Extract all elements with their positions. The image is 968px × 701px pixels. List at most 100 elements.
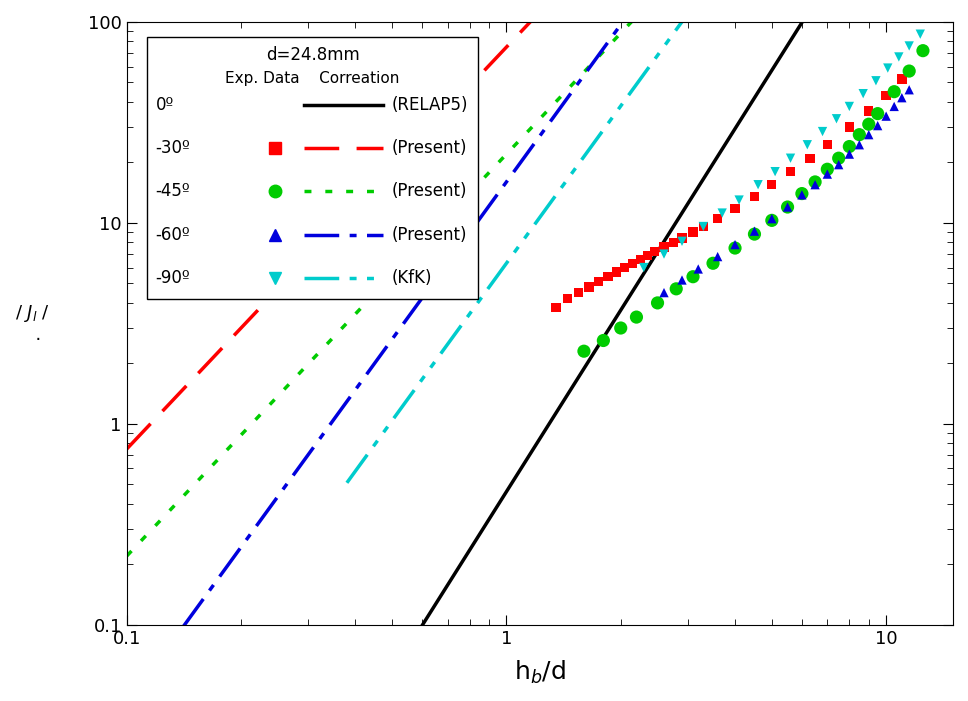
Point: [595, 335, 611, 346]
Point: [794, 189, 809, 200]
Point: [764, 213, 779, 224]
Point: [783, 153, 799, 164]
Point: [868, 75, 884, 86]
Point: [710, 251, 725, 262]
Point: [820, 139, 835, 150]
Point: [576, 346, 591, 357]
Point: [656, 287, 672, 298]
Point: [829, 113, 844, 124]
Point: [571, 287, 587, 298]
Point: [706, 258, 721, 269]
Point: [669, 283, 684, 294]
Text: -45º: -45º: [156, 182, 191, 200]
Point: [690, 264, 706, 275]
Point: [794, 188, 809, 199]
Point: [901, 84, 917, 95]
Point: [581, 281, 596, 292]
Point: [887, 101, 902, 112]
Text: (RELAP5): (RELAP5): [391, 95, 468, 114]
Text: (KfK): (KfK): [391, 269, 432, 287]
Point: [901, 65, 917, 76]
Point: [750, 179, 766, 190]
Point: [628, 311, 644, 322]
Point: [650, 297, 665, 308]
Text: -90º: -90º: [156, 269, 191, 287]
Point: [780, 201, 796, 212]
Point: [802, 153, 818, 164]
Point: [656, 241, 672, 252]
Point: [870, 108, 886, 119]
Text: (Present): (Present): [391, 182, 467, 200]
Point: [841, 141, 857, 152]
Point: [841, 121, 857, 132]
Point: [714, 207, 730, 219]
Point: [852, 129, 867, 140]
Point: [870, 120, 886, 131]
Point: [878, 90, 893, 101]
Point: [861, 129, 876, 140]
Point: [647, 246, 662, 257]
Point: [894, 74, 910, 85]
Point: [887, 86, 902, 97]
Point: [732, 194, 747, 205]
Point: [560, 293, 575, 304]
Point: [727, 239, 742, 250]
Point: [841, 101, 857, 112]
Point: [800, 139, 815, 150]
Point: [841, 149, 857, 160]
Text: (Present): (Present): [391, 139, 467, 157]
Point: [894, 92, 910, 103]
Point: [764, 215, 779, 226]
Point: [548, 301, 563, 313]
Point: [675, 274, 690, 285]
Point: [675, 233, 690, 244]
Point: [831, 159, 846, 170]
Point: [727, 243, 742, 254]
Point: [640, 250, 655, 261]
Text: Exp. Data    Correation: Exp. Data Correation: [226, 71, 400, 86]
Point: [861, 106, 876, 117]
Point: [861, 118, 876, 130]
Point: [696, 221, 711, 232]
Point: [783, 166, 799, 177]
Point: [764, 179, 779, 190]
Point: [666, 237, 681, 248]
Text: -30º: -30º: [156, 139, 191, 157]
Point: [613, 322, 628, 334]
Point: [636, 262, 651, 273]
Point: [915, 45, 930, 56]
Point: [696, 221, 711, 232]
Text: (Present): (Present): [391, 226, 467, 244]
Point: [600, 271, 616, 283]
Point: [913, 29, 928, 40]
Point: [591, 276, 607, 287]
Text: d=24.8mm: d=24.8mm: [266, 46, 359, 64]
Point: [727, 203, 742, 214]
Point: [768, 166, 783, 177]
Point: [892, 51, 907, 62]
X-axis label: h$_b$/d: h$_b$/d: [514, 659, 566, 686]
Point: [609, 266, 624, 278]
Point: [685, 271, 701, 283]
Point: [746, 191, 762, 203]
Point: [831, 153, 846, 164]
Point: [617, 262, 632, 273]
Point: [856, 88, 871, 100]
Text: -60º: -60º: [156, 226, 191, 244]
Point: [820, 163, 835, 175]
Point: [675, 236, 690, 247]
Point: [685, 226, 701, 238]
Point: [625, 258, 641, 269]
Point: [820, 168, 835, 179]
Point: [710, 213, 725, 224]
Point: [807, 179, 823, 190]
Point: [852, 139, 867, 150]
Point: [901, 41, 917, 52]
Point: [780, 201, 796, 212]
Point: [878, 111, 893, 122]
Point: [656, 248, 672, 259]
Point: [632, 254, 648, 265]
FancyBboxPatch shape: [147, 37, 478, 299]
Y-axis label: / $J_l$ /
  .: / $J_l$ / .: [15, 303, 50, 344]
Point: [815, 126, 831, 137]
